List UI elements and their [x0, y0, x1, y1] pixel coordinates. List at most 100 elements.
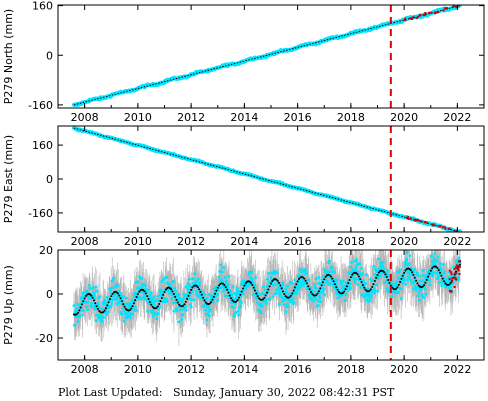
data-point	[382, 267, 386, 271]
model-point	[427, 275, 430, 278]
model-point	[103, 309, 106, 312]
model-point	[108, 298, 111, 301]
model-point	[397, 283, 400, 286]
data-point	[186, 282, 190, 286]
data-point	[189, 302, 192, 306]
data-point	[217, 288, 221, 292]
model-point	[337, 290, 340, 293]
data-point	[235, 286, 239, 290]
model-point	[163, 290, 166, 293]
data-point	[457, 276, 461, 280]
data-point	[349, 265, 353, 269]
data-point	[151, 309, 155, 313]
data-point	[103, 301, 107, 305]
data-point	[379, 274, 383, 278]
data-point	[156, 312, 160, 316]
model-point	[95, 305, 98, 308]
recent-point	[438, 225, 441, 228]
data-point	[173, 286, 177, 290]
y-tick-label: 160	[32, 0, 53, 13]
data-point	[133, 305, 137, 309]
model-point	[142, 289, 145, 292]
model-point	[164, 288, 167, 291]
data-point	[408, 276, 411, 280]
data-point	[431, 274, 435, 278]
recent-point	[407, 217, 410, 220]
data-point	[78, 315, 82, 319]
model-point	[176, 301, 179, 304]
data-point	[432, 257, 436, 261]
data-point	[344, 281, 348, 285]
recent-point	[450, 271, 453, 274]
data-point	[284, 310, 288, 314]
model-point	[448, 283, 451, 286]
model-point	[158, 303, 161, 306]
data-point	[456, 278, 460, 282]
data-point	[277, 302, 281, 306]
data-point	[402, 276, 406, 280]
recent-point	[412, 218, 415, 221]
data-point	[227, 274, 231, 278]
data-point	[165, 299, 169, 303]
model-point	[387, 278, 390, 281]
recent-point	[415, 17, 418, 20]
data-point	[136, 280, 140, 284]
model-point	[196, 286, 199, 289]
data-point	[152, 295, 156, 299]
y-tick-label: 0	[46, 49, 53, 62]
data-point	[320, 278, 324, 282]
data-point	[115, 284, 119, 288]
model-point	[423, 284, 426, 287]
data-point	[81, 291, 85, 295]
model-point	[104, 307, 107, 310]
data-point	[404, 282, 408, 286]
data-point	[397, 270, 401, 274]
model-point	[268, 285, 271, 288]
data-point	[292, 302, 296, 306]
data-point	[378, 266, 382, 270]
model-point	[359, 278, 362, 281]
data-point	[299, 282, 303, 286]
model-point	[307, 285, 310, 288]
data-point	[314, 297, 318, 301]
recent-point	[411, 17, 414, 20]
data-point	[408, 254, 412, 258]
model-point	[255, 292, 258, 295]
model-point	[94, 302, 97, 305]
data-point	[154, 299, 158, 303]
data-point	[405, 258, 409, 262]
data-point	[312, 299, 316, 303]
data-point	[430, 254, 434, 258]
model-point	[178, 303, 181, 306]
model-point	[455, 270, 458, 273]
data-point	[181, 307, 185, 311]
model-point	[175, 298, 178, 301]
model-point	[80, 303, 83, 306]
data-point	[229, 301, 233, 305]
model-point	[91, 296, 94, 299]
data-point	[280, 295, 284, 299]
recent-point	[454, 230, 457, 232]
data-point	[329, 282, 333, 286]
model-point	[335, 286, 338, 289]
model-point	[369, 288, 372, 291]
recent-point	[417, 219, 420, 222]
data-point	[224, 279, 228, 283]
model-point	[315, 294, 318, 297]
data-point	[260, 304, 264, 308]
data-point	[381, 261, 385, 265]
data-point	[158, 305, 162, 309]
data-point	[129, 316, 133, 320]
data-point	[219, 263, 223, 267]
data-point	[207, 292, 211, 296]
model-point	[214, 292, 217, 295]
model-point	[202, 296, 205, 299]
data-point	[202, 303, 206, 307]
data-point	[181, 297, 185, 301]
data-point	[131, 312, 135, 316]
data-point	[319, 300, 323, 304]
model-point	[375, 276, 378, 279]
model-point	[251, 283, 254, 286]
x-tick-label: 2022	[443, 111, 471, 124]
